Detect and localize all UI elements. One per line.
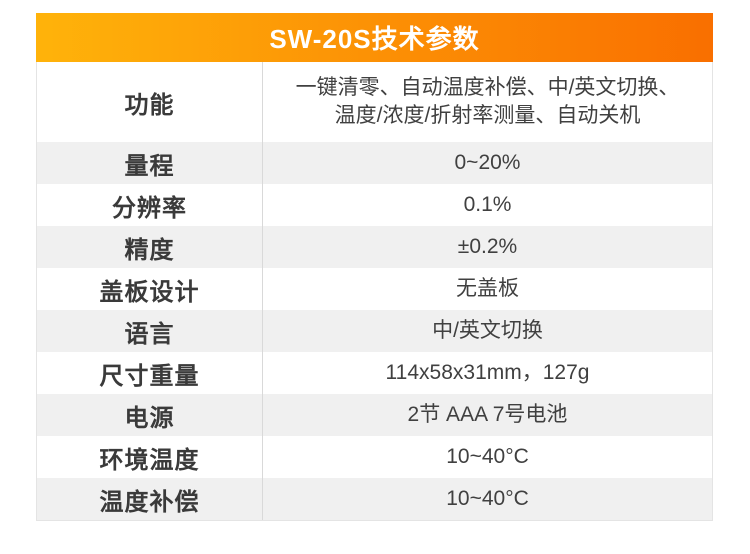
spec-value: 114x58x31mm，127g xyxy=(385,360,590,384)
spec-label: 温度补偿 xyxy=(37,478,263,520)
spec-label: 分辨率 xyxy=(37,184,263,226)
spec-table-card: SW-20S技术参数 功能 一键清零、自动温度补偿、中/英文切换、 温度/浓度/… xyxy=(36,13,713,521)
spec-label: 电源 xyxy=(37,394,263,436)
spec-value: 0~20% xyxy=(454,150,521,174)
table-row-accuracy: 精度 ±0.2% xyxy=(37,226,712,268)
table-row-cover-design: 盖板设计 无盖板 xyxy=(37,268,712,310)
spec-label: 量程 xyxy=(37,142,263,184)
spec-label: 盖板设计 xyxy=(37,268,263,310)
spec-label: 功能 xyxy=(37,62,263,142)
spec-value: 2节 AAA 7号电池 xyxy=(407,402,568,426)
table-row-size-weight: 尺寸重量 114x58x31mm，127g xyxy=(37,352,712,394)
table-row-ambient-temp: 环境温度 10~40°C xyxy=(37,436,712,478)
spec-value: 一键清零、自动温度补偿、中/英文切换、 温度/浓度/折射率测量、自动关机 xyxy=(295,75,680,127)
table-row-power: 电源 2节 AAA 7号电池 xyxy=(37,394,712,436)
spec-label: 环境温度 xyxy=(37,436,263,478)
spec-value: 0.1% xyxy=(463,192,512,216)
spec-value: 中/英文切换 xyxy=(432,318,543,342)
spec-value: 10~40°C xyxy=(446,486,529,510)
table-row-language: 语言 中/英文切换 xyxy=(37,310,712,352)
spec-table: 功能 一键清零、自动温度补偿、中/英文切换、 温度/浓度/折射率测量、自动关机 … xyxy=(36,62,713,521)
spec-value: 无盖板 xyxy=(456,276,519,300)
spec-label: 精度 xyxy=(37,226,263,268)
table-row-function: 功能 一键清零、自动温度补偿、中/英文切换、 温度/浓度/折射率测量、自动关机 xyxy=(37,62,712,142)
spec-label: 尺寸重量 xyxy=(37,352,263,394)
table-row-temp-compensation: 温度补偿 10~40°C xyxy=(37,478,712,520)
table-row-range: 量程 0~20% xyxy=(37,142,712,184)
spec-value: 10~40°C xyxy=(446,444,529,468)
spec-table-title: SW-20S技术参数 xyxy=(269,24,480,54)
spec-label: 语言 xyxy=(37,310,263,352)
spec-table-title-bar: SW-20S技术参数 xyxy=(36,13,713,62)
table-row-resolution: 分辨率 0.1% xyxy=(37,184,712,226)
spec-value: ±0.2% xyxy=(457,234,518,258)
